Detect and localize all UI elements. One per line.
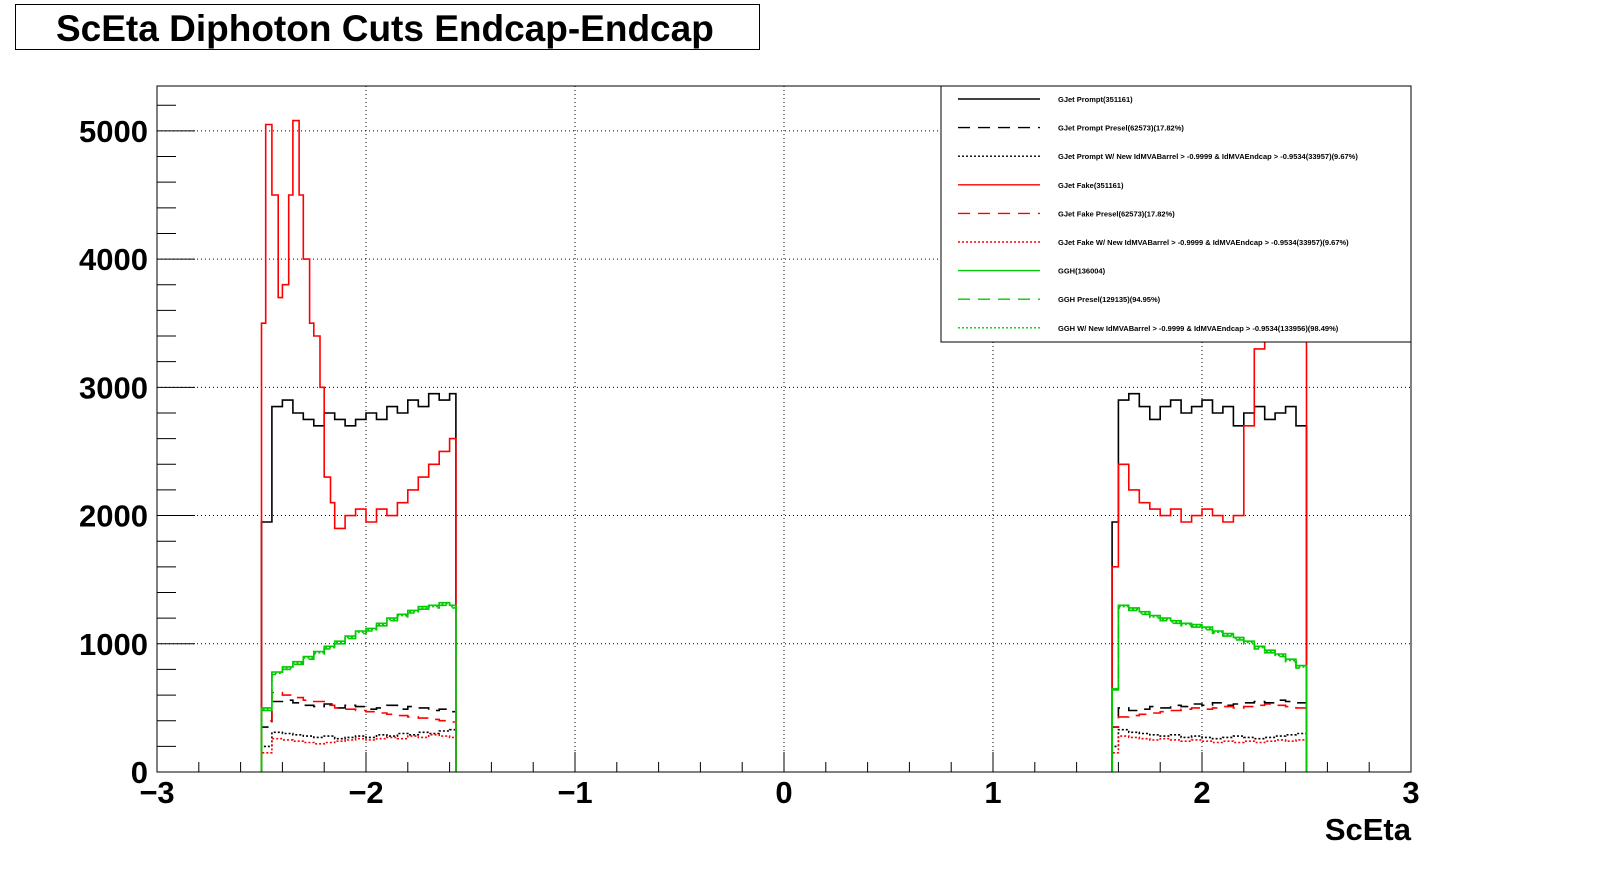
legend-label: GJet Prompt(351161) [1058,95,1133,104]
series-line [260,392,457,772]
x-tick-label: −2 [348,775,383,810]
x-tick-label: 3 [1402,775,1419,810]
series-line [260,604,457,772]
series-line [260,601,457,772]
series-line [1111,728,1308,772]
x-tick-label: 1 [984,775,1001,810]
legend-label: GGH W/ New IdMVABarrel > -0.9999 & IdMVA… [1058,324,1339,333]
y-tick-label: 2000 [79,499,148,534]
chart-title: ScEta Diphoton Cuts Endcap-Endcap [56,8,714,49]
x-tick-label: 2 [1193,775,1210,810]
series-line [260,691,457,772]
y-tick-label: 3000 [79,370,148,405]
legend-label: GJet Fake Presel(62573)(17.82%) [1058,209,1175,218]
legend-label: GJet Prompt Presel(62573)(17.82%) [1058,124,1184,133]
series-line [260,699,457,772]
legend-label: GJet Prompt W/ New IdMVABarrel > -0.9999… [1058,152,1358,161]
x-tick-label: −1 [557,775,592,810]
series-line [1111,607,1308,772]
x-tick-label: 0 [775,775,792,810]
y-tick-label: 4000 [79,242,148,277]
series-line [1111,699,1308,772]
series-line [1111,392,1308,772]
title-box: ScEta Diphoton Cuts Endcap-Endcap [15,4,760,50]
x-tick-label: −3 [139,775,174,810]
series-line [1111,703,1308,772]
x-axis: −3 −2 −1 0 1 2 3 [139,752,1420,810]
series-line [1111,605,1308,772]
series-line [1111,735,1308,772]
legend-label: GJet Fake(351161) [1058,181,1124,190]
x-axis-label: ScEta [1325,812,1412,847]
series-line [1111,322,1308,772]
y-tick-label: 1000 [79,627,148,662]
series-line [260,734,457,772]
series-layer [260,119,1308,772]
series-line [260,728,457,772]
y-tick-label: 5000 [79,114,148,149]
series-line [260,603,457,772]
legend-label: GJet Fake W/ New IdMVABarrel > -0.9999 &… [1058,238,1349,247]
series-line [260,119,457,772]
legend: GJet Prompt(351161) GJet Prompt Presel(62… [940,85,1412,343]
y-tick-label: 0 [131,755,148,790]
y-axis: 0 1000 2000 3000 4000 5000 [79,104,195,790]
legend-label: GGH Presel(129135)(94.95%) [1058,295,1161,304]
legend-label: GGH(136004) [1058,267,1106,276]
